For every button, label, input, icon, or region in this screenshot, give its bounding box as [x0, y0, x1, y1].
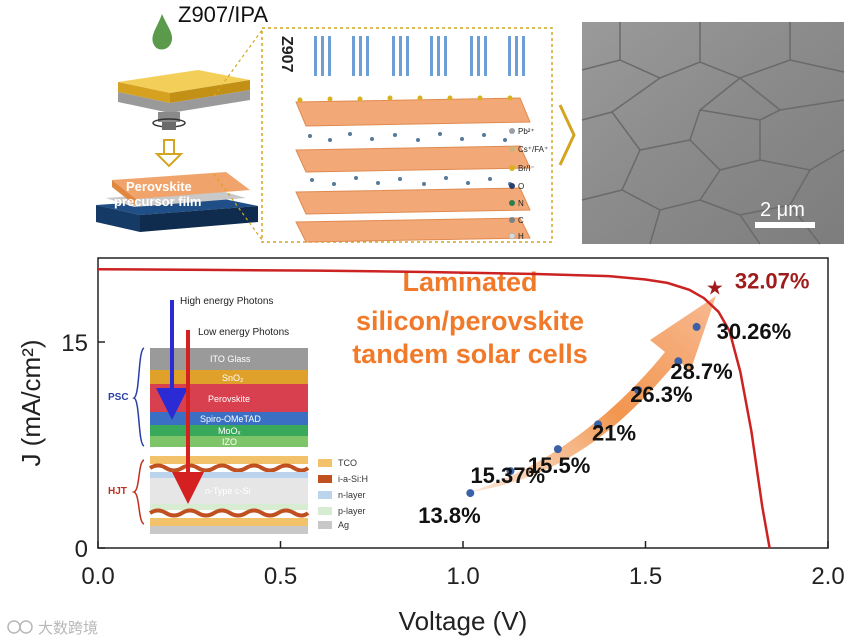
psc-label: PSC — [108, 392, 129, 403]
film-label-line2: precursor film — [114, 194, 201, 209]
x-tick-label: 0.5 — [264, 563, 297, 590]
efficiency-point — [594, 420, 603, 429]
y-axis-label: J (mA/cm²) — [16, 339, 46, 466]
x-tick-label: 2.0 — [811, 563, 844, 590]
legend-n-dot — [509, 200, 515, 206]
hjt-legend-tco: TCO — [338, 458, 357, 468]
structure-legend: Pb²⁺ Cs⁺/FA⁺ Br/I⁻ O N C H — [508, 127, 548, 241]
sem-image: 2 μm — [581, 22, 845, 245]
device-inset: High energy Photons Low energy Photons P… — [108, 296, 368, 534]
spin-coating-schematic: Z907/IPA Perovskite precursor film — [96, 2, 268, 241]
jv-curve-line — [97, 267, 771, 549]
perovskite-layers — [295, 97, 531, 243]
hjt-legend-ag: Ag — [338, 520, 349, 530]
psc-layer-izo: IZO — [222, 437, 237, 447]
efficiency-label: 28.7% — [670, 359, 732, 384]
watermark: 大数跨境 — [7, 619, 98, 637]
legend-c-dot — [509, 217, 515, 223]
efficiency-point — [692, 322, 701, 331]
efficiency-point — [506, 467, 515, 476]
efficiency-label: 15.37% — [470, 463, 545, 488]
y-tick-label: 15 — [61, 330, 88, 357]
x-tick-label: 1.5 — [629, 563, 662, 590]
hjt-layer-stack: n-Type c-Si — [148, 456, 310, 534]
solution-label: Z907/IPA — [178, 2, 268, 27]
legend-o: O — [518, 182, 524, 191]
hjt-legend-nlayer: n-layer — [338, 490, 366, 500]
hjt-csi-label: n-Type c-Si — [205, 486, 251, 496]
film-label-line1: Perovskite — [126, 179, 192, 194]
efficiency-point — [674, 357, 683, 366]
efficiency-label: 26.3% — [630, 382, 692, 407]
legend-br-i-dot — [509, 165, 515, 171]
z907-molecules — [314, 36, 525, 76]
legend-h: H — [518, 232, 524, 241]
efficiency-point — [553, 445, 562, 454]
legend-pb: Pb²⁺ — [518, 127, 535, 136]
watermark-text: 大数跨境 — [38, 619, 98, 637]
hjt-legend: TCO i-a-Si:H n-layer p-layer Ag — [318, 458, 368, 530]
psc-layer-perovskite: Perovskite — [208, 394, 250, 404]
structure-label: Z907 — [278, 36, 295, 73]
record-efficiency-label: 32.07% — [735, 268, 810, 293]
legend-br-i: Br/I⁻ — [518, 164, 535, 173]
x-axis-label: Voltage (V) — [399, 606, 528, 636]
legend-o-dot — [509, 183, 515, 189]
legend-n: N — [518, 199, 524, 208]
record-star-icon: ★ — [706, 277, 724, 299]
legend-pb-dot — [509, 128, 515, 134]
y-tick-label: 0 — [75, 536, 88, 563]
progress-arrow — [470, 296, 716, 492]
sem-scale-label: 2 μm — [760, 199, 805, 221]
psc-layer-moox: MoOₓ — [218, 426, 241, 436]
photon-high-label: High energy Photons — [180, 296, 273, 307]
efficiency-label: 30.26% — [717, 319, 792, 344]
photon-low-label: Low energy Photons — [198, 327, 289, 338]
legend-c: C — [518, 216, 524, 225]
efficiency-label: 21% — [592, 420, 636, 445]
down-arrow-icon — [154, 139, 184, 168]
legend-cs-fa: Cs⁺/FA⁺ — [518, 145, 548, 154]
efficiency-label: 13.8% — [418, 503, 480, 528]
hjt-legend-player: p-layer — [338, 506, 366, 516]
efficiency-point — [466, 489, 475, 498]
hjt-label: HJT — [108, 486, 127, 497]
jv-chart: High energy Photons Low energy Photons P… — [16, 257, 845, 636]
crystal-structure: Z907 — [261, 27, 576, 243]
x-tick-label: 0.0 — [81, 563, 114, 590]
efficiency-label: 15.5% — [528, 453, 590, 478]
chevron-right-icon — [558, 104, 576, 166]
efficiency-point — [634, 386, 643, 395]
x-tick-label: 1.0 — [446, 563, 479, 590]
psc-layer-ito: ITO Glass — [210, 354, 251, 364]
psc-layer-sno2: SnO₂ — [222, 373, 244, 383]
banner-line3: tandem solar cells — [352, 339, 588, 369]
organic-cations — [308, 132, 512, 186]
banner-line2: silicon/perovskite — [356, 306, 584, 336]
hjt-legend-iasih: i-a-Si:H — [338, 474, 368, 484]
psc-layer-spiro: Spiro-OMeTAD — [200, 414, 261, 424]
droplet-icon — [152, 14, 173, 50]
legend-cs-fa-dot — [509, 146, 515, 152]
legend-h-dot — [508, 232, 516, 240]
